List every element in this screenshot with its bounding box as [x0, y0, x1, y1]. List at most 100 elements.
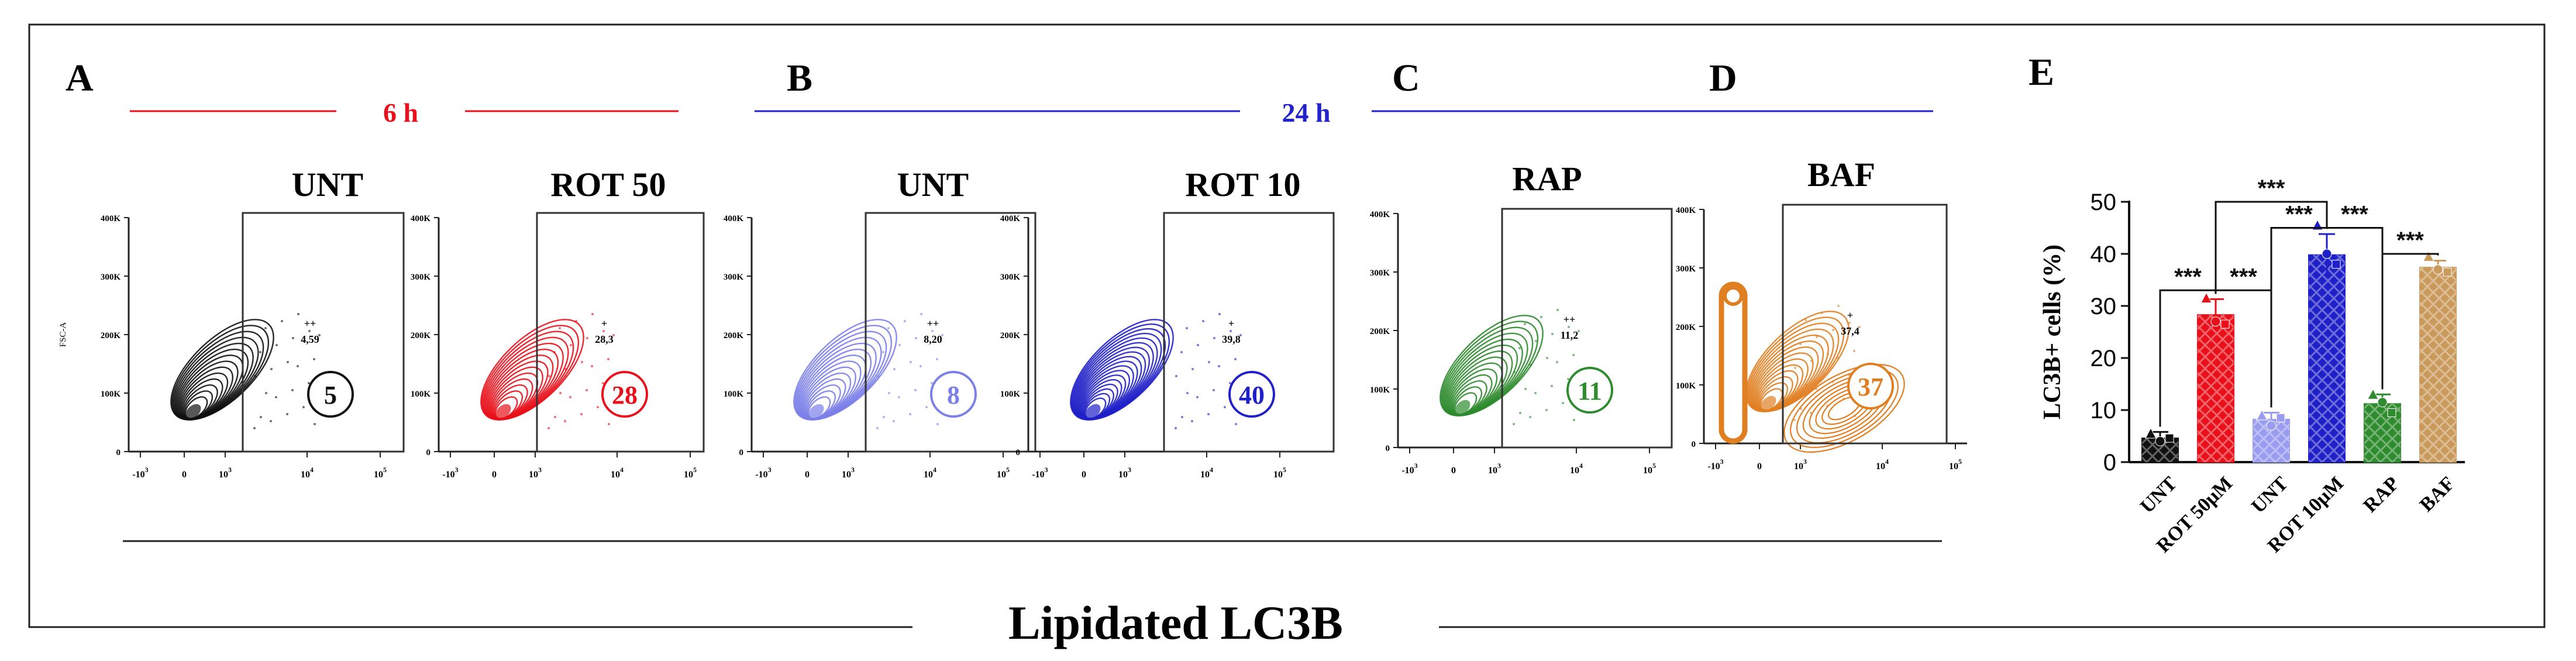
- event-dot: [586, 389, 588, 391]
- condition-label: UNT: [292, 166, 363, 204]
- event-dot: [275, 344, 278, 346]
- event-dot: [580, 413, 583, 415]
- y-tick-label: 400K: [1000, 214, 1021, 223]
- y-tick-label: 300K: [411, 273, 431, 282]
- event-dot: [1218, 365, 1220, 367]
- event-dot: [1546, 357, 1548, 359]
- percent-value: 28: [612, 381, 638, 409]
- significance-bracket: [2215, 201, 2328, 294]
- y-tick-label: 100K: [411, 390, 431, 399]
- event-dot: [559, 392, 562, 394]
- event-dot: [1229, 382, 1231, 384]
- gate-box: [1501, 208, 1673, 449]
- y-tick-label: 200K: [1000, 331, 1021, 340]
- condition-label: ROT 50: [550, 166, 666, 204]
- gate-value: 37,4: [1841, 325, 1859, 337]
- gate-box: [865, 212, 1036, 453]
- y-tick-label: 300K: [1676, 264, 1696, 274]
- event-dot: [286, 413, 288, 415]
- gate-box: [1782, 204, 1948, 445]
- x-tick-label: -103: [132, 466, 148, 480]
- event-dot: [1535, 340, 1537, 342]
- percent-circle: [1566, 367, 1613, 414]
- bar-y-tick-label: 0: [2103, 450, 2116, 476]
- x-tick-label: 103: [842, 466, 855, 480]
- data-point: [2387, 408, 2396, 417]
- y-tick-label: 100K: [101, 390, 121, 399]
- event-dot: [893, 368, 896, 370]
- y-tick-label: 0: [1386, 444, 1390, 453]
- event-dot: [1832, 329, 1834, 331]
- data-point: [2332, 260, 2341, 269]
- flow-panel-5: RAP 400K 300K 200K 100K 0 -103 0 103 104 105 ++ 11,2…: [1370, 160, 1673, 476]
- event-dot: [1208, 361, 1210, 363]
- event-dot: [1518, 347, 1521, 349]
- event-dot: [893, 420, 895, 422]
- data-point: [2145, 427, 2157, 439]
- event-dot: [260, 416, 262, 418]
- gate-value: 28,3: [595, 333, 614, 345]
- event-dot: [297, 313, 299, 315]
- bar-hatch: [2420, 267, 2456, 462]
- event-dot: [553, 351, 556, 353]
- event-dot: [581, 361, 583, 363]
- event-dot: [888, 392, 890, 394]
- event-dot: [1180, 351, 1183, 353]
- x-tick-label: 103: [219, 466, 232, 480]
- event-dot: [1230, 330, 1232, 332]
- y-axis-label: FSC-A: [58, 322, 68, 347]
- data-point: [2266, 421, 2277, 431]
- y-tick-label: 200K: [1676, 323, 1696, 332]
- condition-label: RAP: [1512, 160, 1582, 198]
- contour-core: [1454, 400, 1470, 416]
- event-dot: [1551, 385, 1553, 387]
- bar-y-label: LC3B+ cells (%): [2039, 245, 2066, 419]
- event-dot: [1793, 419, 1796, 421]
- x-tick-label: -103: [1401, 462, 1417, 476]
- significance-label: ***: [2230, 264, 2257, 290]
- event-dot: [1556, 309, 1559, 311]
- event-dot: [909, 413, 911, 415]
- event-dot: [1202, 320, 1204, 322]
- bar-y-tick-label: 10: [2091, 398, 2117, 424]
- event-dot: [898, 396, 900, 398]
- x-tick-label: -103: [1707, 457, 1723, 471]
- percent-value: 8: [947, 381, 960, 409]
- event-dot: [314, 423, 316, 425]
- data-point: [2322, 249, 2332, 259]
- event-dot: [559, 327, 561, 329]
- data-point: [2165, 433, 2174, 443]
- event-dot: [1545, 409, 1548, 411]
- contour-line: [480, 319, 584, 421]
- contour-line: [1072, 328, 1166, 421]
- event-dot: [883, 416, 885, 418]
- x-tick-label: 0: [182, 470, 187, 480]
- event-dot: [1853, 350, 1855, 352]
- event-dot: [1224, 406, 1226, 408]
- event-dot: [1239, 334, 1242, 336]
- x-tick-label: 0: [1451, 466, 1456, 476]
- contour-core: [808, 404, 824, 420]
- event-dot: [1524, 388, 1527, 390]
- event-dot: [914, 389, 917, 391]
- data-point: [2423, 250, 2434, 261]
- event-dot: [287, 361, 289, 363]
- event-dot: [910, 361, 912, 363]
- contour-line: [1439, 315, 1544, 416]
- gate-box: [242, 212, 405, 453]
- event-dot: [554, 416, 556, 418]
- event-dot: [1529, 416, 1531, 418]
- flow-panel-2: ROT 50 400K 300K 200K 100K 0 -103 0 103 104 105 +28…: [411, 166, 705, 480]
- event-dot: [936, 358, 938, 360]
- data-point: [2443, 267, 2452, 277]
- condition-label: UNT: [897, 166, 969, 204]
- y-tick-label: 300K: [1370, 268, 1390, 278]
- significance-label: ***: [2285, 202, 2313, 228]
- percent-circle: [1228, 371, 1275, 418]
- event-dot: [1186, 327, 1188, 329]
- event-dot: [904, 320, 906, 322]
- event-dot: [308, 330, 311, 332]
- contour-core: [1760, 395, 1776, 412]
- event-dot: [564, 368, 567, 370]
